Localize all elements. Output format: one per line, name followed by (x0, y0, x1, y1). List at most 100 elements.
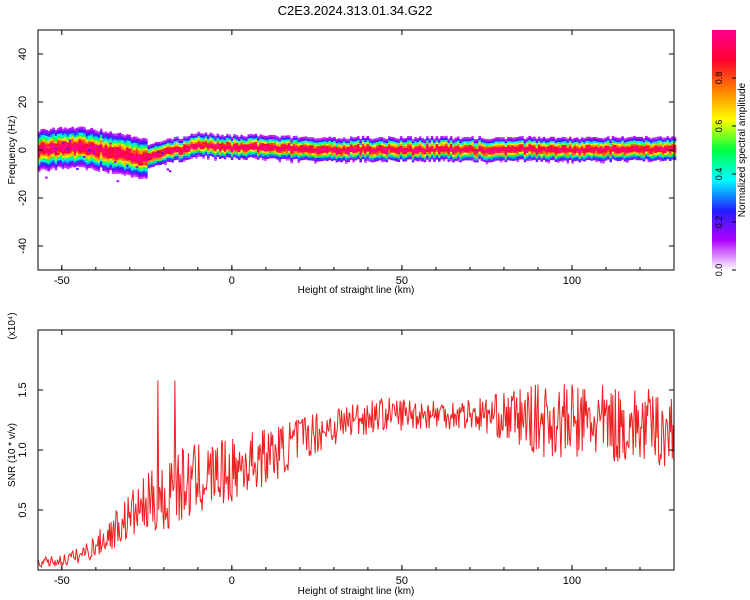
heat-cell (616, 143, 620, 146)
heat-cell (411, 156, 415, 159)
heat-cell (318, 145, 322, 148)
heat-cell (292, 153, 296, 156)
heat-cell (447, 146, 451, 149)
heat-cell (523, 139, 527, 142)
heat-cell (92, 156, 96, 159)
heat-cell (111, 162, 115, 165)
heat-cell (533, 144, 536, 147)
heat-cell (533, 146, 536, 149)
heat-cell (345, 142, 348, 145)
heat-cell (568, 144, 572, 147)
heat-cell (461, 152, 465, 156)
heat-cell (307, 150, 310, 153)
heat-cell (666, 151, 670, 154)
heat-cell (245, 155, 248, 158)
heat-cell (540, 144, 543, 147)
heat-cell (73, 138, 77, 141)
heat-cell (259, 151, 262, 154)
heat-cell (83, 148, 86, 151)
heat-cell (116, 171, 120, 174)
heat-cell (540, 153, 543, 156)
heat-cell (138, 171, 141, 174)
heat-cell (123, 171, 127, 174)
heat-cell (68, 133, 72, 136)
heat-cell (347, 138, 351, 141)
heat-cell (204, 134, 208, 137)
heat-cell (245, 138, 248, 141)
heat-cell (47, 151, 51, 154)
heat-cell (216, 139, 220, 142)
heat-cell (388, 155, 391, 158)
heat-cell (97, 144, 101, 147)
heat-cell (261, 148, 265, 151)
heat-cell (540, 142, 543, 145)
heat-cell (433, 142, 436, 145)
heat-cell (180, 142, 184, 145)
heat-cell (130, 173, 134, 176)
heat-cell (540, 140, 543, 143)
heat-cell (595, 140, 598, 143)
heat-cell (76, 127, 79, 130)
heat-cell (435, 138, 439, 141)
heat-cell (145, 163, 148, 166)
heat-cell (504, 160, 508, 163)
heat-cell (57, 135, 60, 138)
heat-cell (71, 147, 74, 151)
heat-cell (61, 138, 65, 141)
heat-cell (104, 164, 108, 167)
heat-cell (273, 144, 277, 147)
heat-cell (140, 155, 143, 158)
heat-cell (214, 156, 217, 159)
heat-cell (366, 159, 370, 162)
heat-cell (407, 147, 410, 150)
heat-cell (49, 150, 53, 153)
heat-cell (473, 156, 477, 159)
heat-cell (135, 171, 139, 174)
heat-cell (49, 155, 53, 158)
heat-cell (371, 152, 374, 155)
heat-cell (649, 159, 653, 162)
heat-cell (309, 144, 312, 148)
heat-cell (233, 134, 236, 137)
heat-cell (268, 152, 272, 155)
heat-cell (647, 137, 651, 140)
heat-cell (107, 142, 110, 145)
heat-cell (149, 163, 153, 166)
heat-cell (161, 156, 165, 159)
heat-cell (616, 155, 620, 158)
heat-cell (161, 158, 165, 161)
heat-cell (407, 143, 410, 147)
heat-cell (135, 155, 139, 159)
heat-cell (368, 159, 372, 162)
heat-cell (509, 148, 512, 151)
heat-cell (78, 140, 82, 143)
heat-cell (435, 136, 439, 139)
heat-cell (630, 138, 634, 141)
heat-cell (411, 148, 415, 151)
heat-cell (154, 161, 158, 164)
heat-cell (630, 146, 634, 149)
heat-cell (207, 150, 210, 153)
heat-cell (492, 149, 496, 152)
heat-cell (121, 155, 124, 158)
heat-cell (192, 135, 196, 139)
heat-cell (64, 163, 67, 167)
heat-cell (180, 156, 184, 159)
heat-cell (309, 150, 312, 153)
heat-cell (514, 146, 517, 150)
heat-cell (133, 167, 136, 170)
heat-cell (126, 161, 129, 164)
heat-cell (133, 159, 136, 162)
heat-cell (126, 149, 129, 152)
heat-cell (457, 144, 460, 147)
heat-cell (630, 152, 634, 155)
heat-cell (159, 141, 162, 144)
heat-cell (666, 145, 670, 148)
heat-cell (354, 150, 358, 153)
heat-cell (183, 140, 186, 143)
heat-cell (276, 142, 279, 145)
heat-cell (611, 147, 615, 150)
heat-cell (526, 137, 529, 140)
heat-cell (333, 148, 336, 151)
heat-cell (97, 135, 101, 138)
